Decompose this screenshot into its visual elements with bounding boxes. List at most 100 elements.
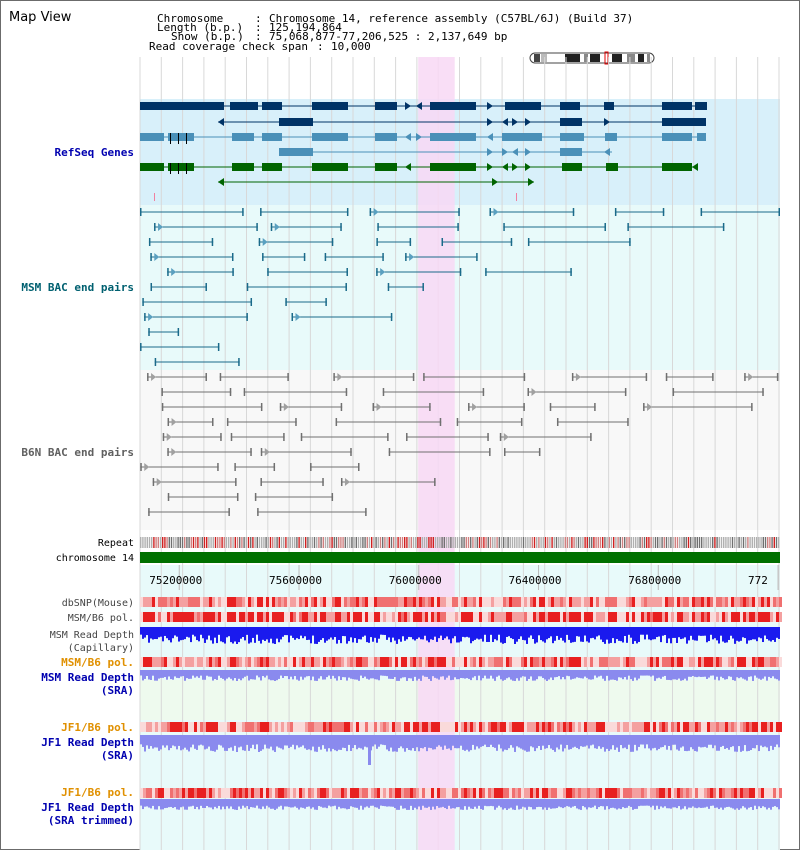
bac-end-right xyxy=(429,403,431,411)
heat-cell xyxy=(299,722,302,732)
depth-bar xyxy=(520,799,522,809)
depth-bar xyxy=(396,799,398,810)
depth-bar xyxy=(316,735,318,752)
heat-cell xyxy=(380,597,383,607)
bac-end-right xyxy=(489,448,491,456)
repeat-track xyxy=(140,537,780,548)
depth-bar xyxy=(322,670,324,680)
heat-cell xyxy=(398,788,401,798)
depth-bar xyxy=(374,627,376,638)
heat-cell xyxy=(146,722,149,732)
depth-bar xyxy=(252,670,254,680)
heat-cell xyxy=(500,657,503,667)
depth-bar xyxy=(186,670,188,679)
heat-cell xyxy=(347,597,350,607)
repeat-mark xyxy=(712,537,714,548)
heat-cell xyxy=(269,597,272,607)
depth-bar xyxy=(160,627,162,637)
depth-bar xyxy=(630,627,632,638)
heat-cell xyxy=(371,612,374,622)
chromosome-bar[interactable] xyxy=(140,552,780,563)
heat-cell xyxy=(602,788,605,798)
bac-end-left xyxy=(152,478,155,486)
repeat-mark xyxy=(654,537,657,548)
depth-bar xyxy=(528,799,530,807)
depth-bar xyxy=(628,799,630,806)
depth-bar xyxy=(480,799,482,809)
depth-bar xyxy=(742,670,744,679)
heat-cell xyxy=(776,788,779,798)
heat-cell xyxy=(563,597,566,607)
depth-bar xyxy=(524,735,526,751)
heat-cell xyxy=(263,722,266,732)
depth-bar xyxy=(470,799,472,809)
repeat-mark xyxy=(602,537,604,548)
heat-cell xyxy=(527,788,530,798)
depth-bar xyxy=(594,799,596,806)
depth-bar xyxy=(540,670,542,677)
depth-bar xyxy=(498,799,500,806)
bac-arrow xyxy=(283,403,289,411)
heat-cell xyxy=(251,722,254,732)
depth-bar xyxy=(286,735,288,746)
repeat-mark xyxy=(192,537,195,548)
depth-bar xyxy=(464,670,466,679)
depth-bar xyxy=(770,627,772,642)
depth-bar xyxy=(658,799,660,810)
depth-bar xyxy=(226,799,228,807)
label-jf1-depth-trim-sub: (SRA trimmed) xyxy=(48,814,134,827)
depth-bar xyxy=(758,735,760,752)
map-view-title: Map View xyxy=(9,10,72,25)
heat-cell xyxy=(677,722,680,732)
heat-cell xyxy=(632,657,635,667)
depth-bar xyxy=(554,799,556,809)
depth-bar xyxy=(294,735,296,750)
chromosome-ideogram[interactable] xyxy=(529,51,655,65)
heat-cell xyxy=(656,597,659,607)
depth-bar xyxy=(662,799,664,808)
heat-cell xyxy=(362,657,365,667)
depth-bar xyxy=(322,735,324,746)
heat-cell xyxy=(227,612,230,622)
heat-cell xyxy=(437,657,440,667)
depth-bar xyxy=(146,627,148,636)
depth-bar xyxy=(730,799,732,808)
heat-cell xyxy=(494,612,497,622)
repeat-mark xyxy=(437,537,439,548)
repeat-mark xyxy=(432,537,434,548)
refseq-genes-track[interactable] xyxy=(140,102,707,201)
heat-cell xyxy=(746,788,749,798)
gene-block xyxy=(279,148,313,156)
heat-cell xyxy=(734,722,737,732)
depth-bar xyxy=(398,670,400,681)
heat-cell xyxy=(551,612,554,622)
depth-bar xyxy=(690,735,692,748)
depth-bar xyxy=(270,627,272,639)
depth-bar xyxy=(314,670,316,681)
depth-bar xyxy=(178,799,180,810)
heat-cell xyxy=(179,657,182,667)
depth-bar xyxy=(704,799,706,808)
heat-cell xyxy=(143,612,146,622)
heat-cell xyxy=(734,612,737,622)
heat-cell xyxy=(257,597,260,607)
bac-end-left xyxy=(405,253,407,261)
depth-bar xyxy=(462,627,464,637)
depth-bar xyxy=(436,670,438,679)
heat-cell xyxy=(338,597,341,607)
highlight-region[interactable] xyxy=(418,57,455,850)
heat-cell xyxy=(200,612,203,622)
heat-cell xyxy=(698,788,701,798)
heat-cell xyxy=(554,597,557,607)
heat-cell xyxy=(710,597,713,607)
heat-cell xyxy=(563,788,566,798)
b6n-bac-track[interactable] xyxy=(140,373,779,516)
depth-bar xyxy=(188,670,190,679)
bac-end-left xyxy=(485,268,487,276)
msm-bac-track[interactable] xyxy=(140,208,780,366)
depth-bar xyxy=(354,735,356,746)
depth-bar xyxy=(528,627,530,638)
depth-bar xyxy=(208,627,210,636)
heat-cell xyxy=(779,612,782,622)
